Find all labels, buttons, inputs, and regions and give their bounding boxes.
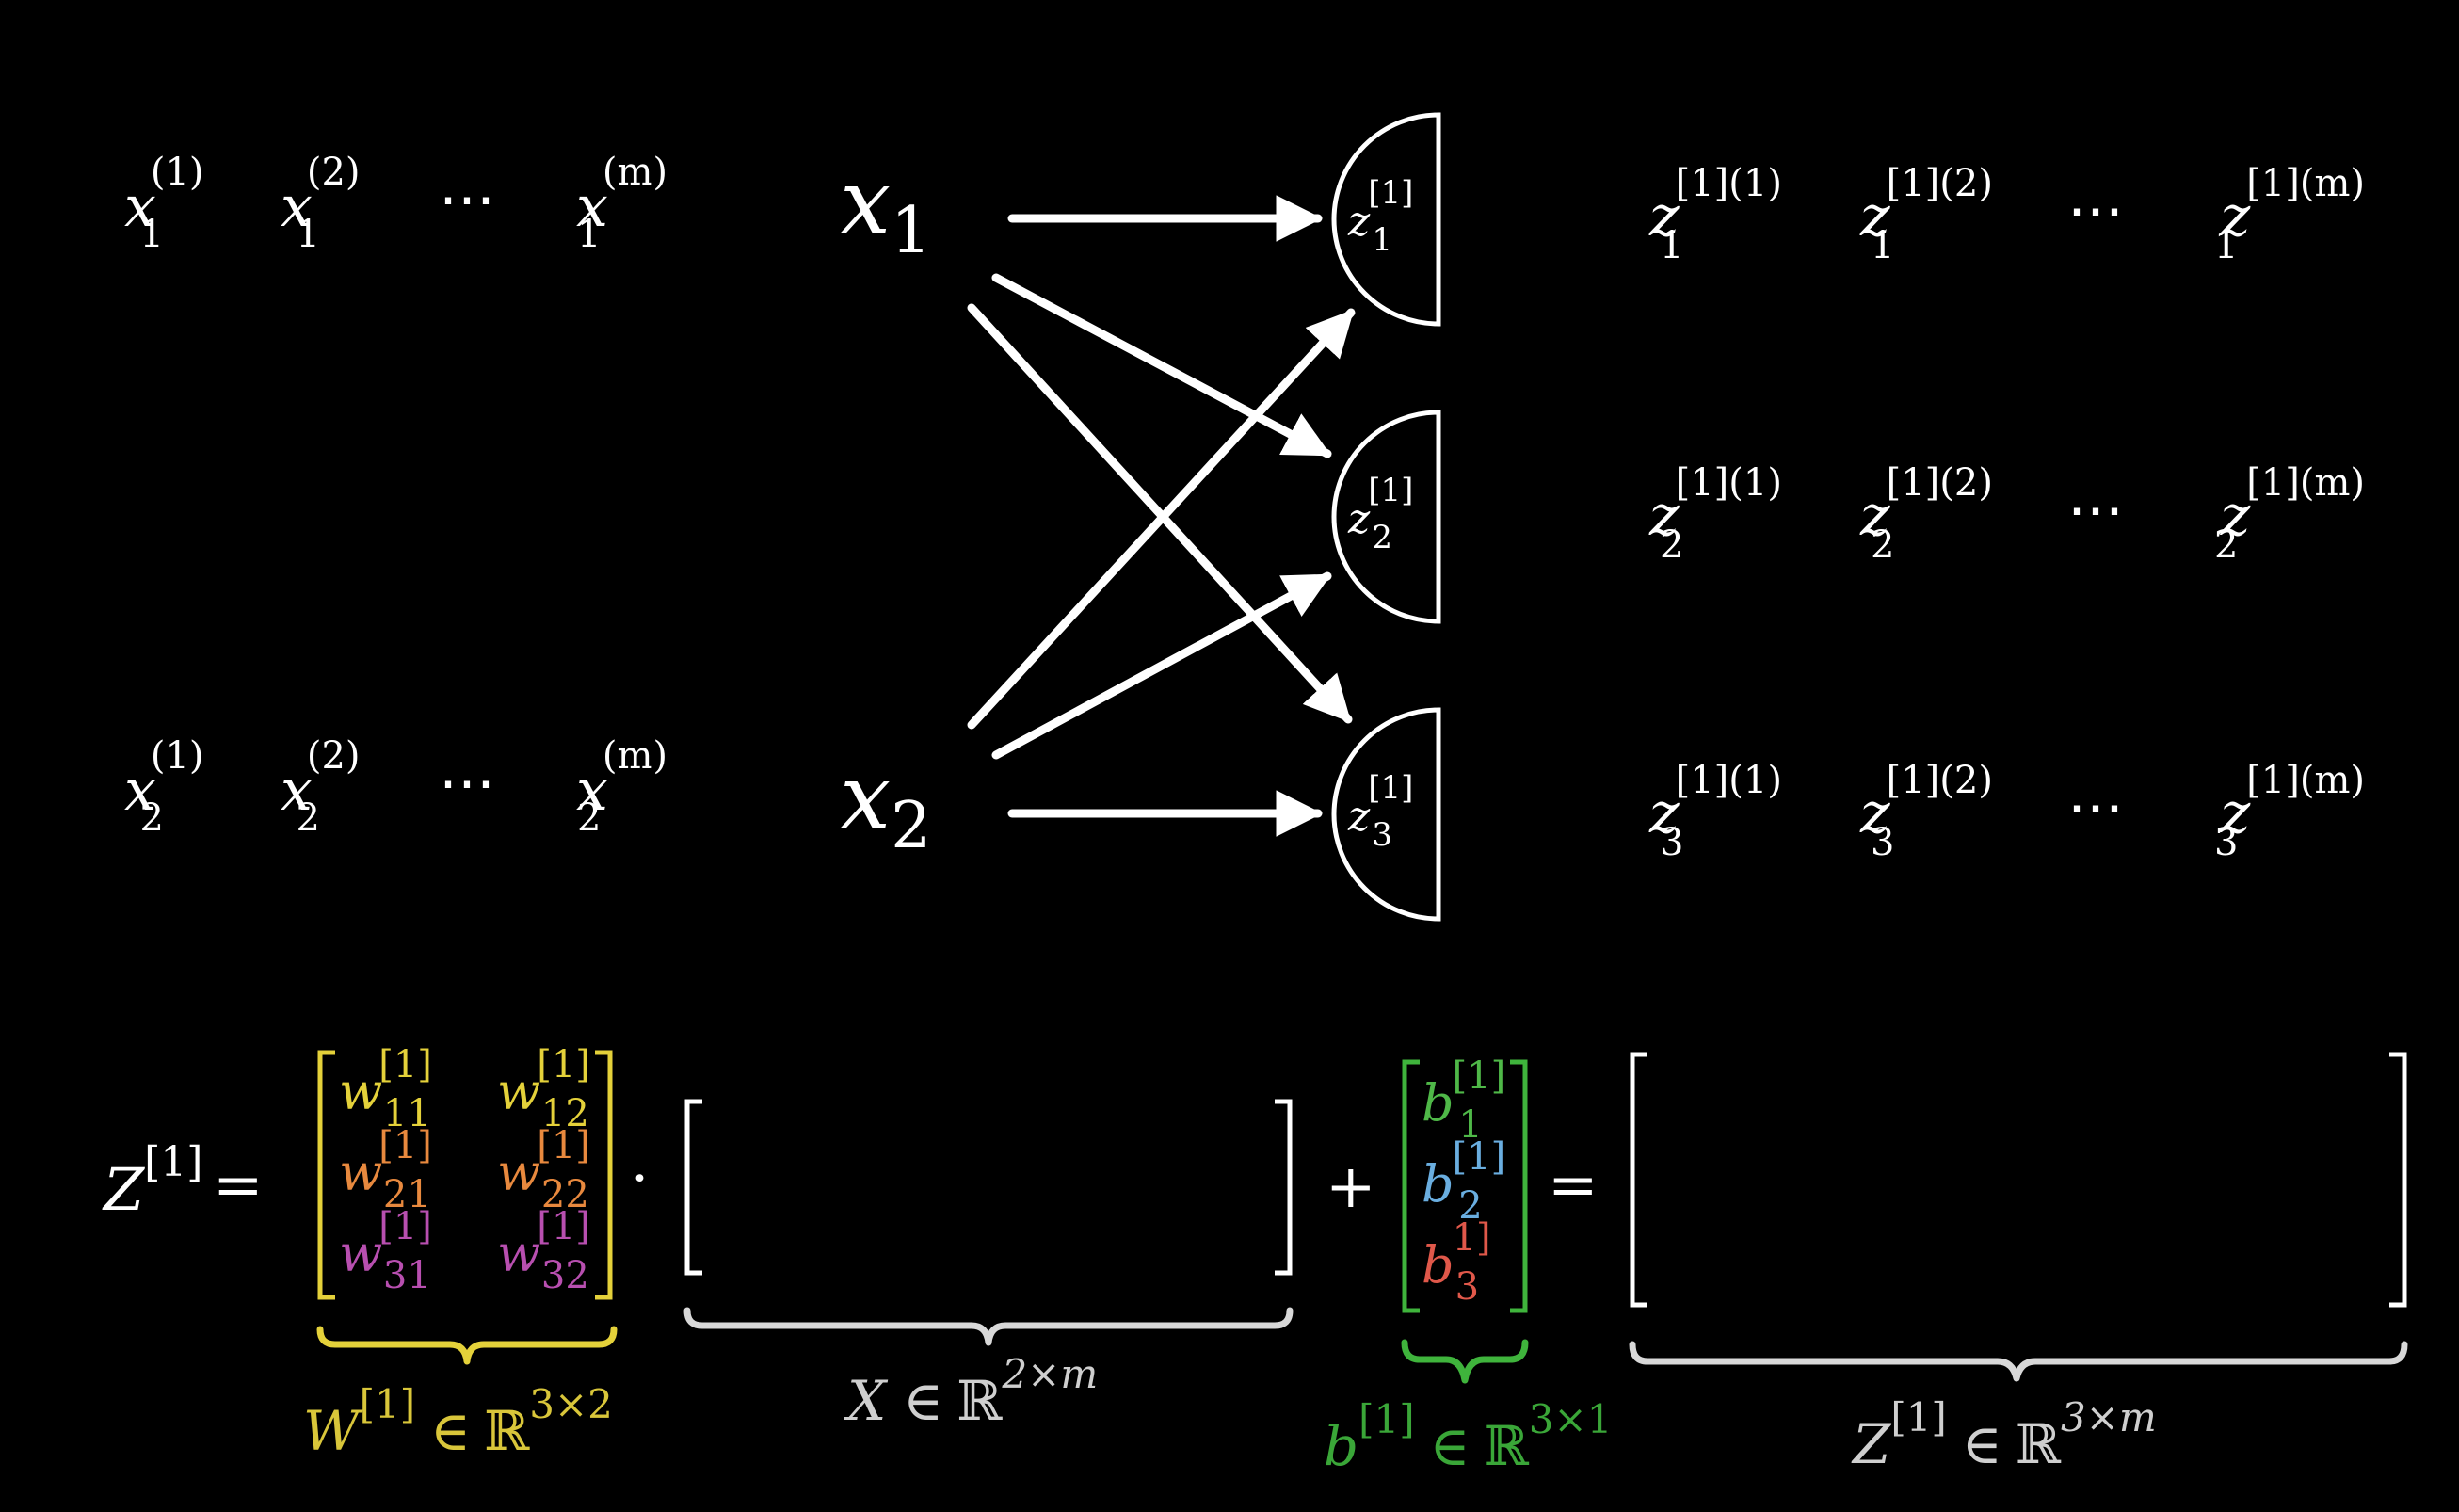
W-entry-11: w[1] 11 — [339, 1043, 432, 1135]
z-row3-sample-1: z[1](1) 3 — [1648, 759, 1782, 864]
b-entry-1: b[1] 1 — [1422, 1054, 1505, 1147]
W-entry-21: w[1] 21 — [339, 1124, 432, 1216]
z-row1-ellipsis: ⋯ — [2067, 178, 2124, 244]
z-row3-sample-2: z[1](2) 3 — [1859, 759, 1993, 864]
neuron-label-1: z[1] 1 — [1347, 174, 1413, 259]
W-entry-31: w[1] 31 — [339, 1205, 432, 1297]
x2-sample-1: x(1) 2 — [124, 734, 204, 840]
equation-plus: + — [1326, 1152, 1376, 1222]
X-dimension-label: X ∈ ℝ2×m — [844, 1351, 1098, 1433]
Z-underbrace — [1629, 1341, 2408, 1382]
W-matrix-brackets — [317, 1050, 613, 1300]
z-row1-sample-m: z[1](m) 1 — [2214, 162, 2365, 267]
b-underbrace — [1401, 1339, 1529, 1384]
X-matrix-brackets — [684, 1099, 1293, 1276]
neuron-shape-1 — [1331, 112, 1441, 327]
b-entry-2: b[1] 2 — [1422, 1135, 1505, 1228]
z-row2-ellipsis: ⋯ — [2067, 477, 2124, 543]
neuron-label-3: z[1] 3 — [1347, 769, 1413, 854]
x1-sample-ellipsis: ⋯ — [439, 167, 495, 233]
x2-sample-m: x(m) 2 — [576, 734, 667, 840]
z-row3-ellipsis: ⋯ — [2067, 775, 2124, 841]
neuron-shape-2 — [1331, 410, 1441, 624]
W-entry-12: w[1] 12 — [497, 1043, 590, 1135]
z-row2-sample-m: z[1](m) 2 — [2214, 461, 2365, 567]
z-row1-sample-2: z[1](2) 1 — [1859, 162, 1993, 267]
equation-lhs: Z[1] — [102, 1138, 202, 1224]
matrix-equation: Z[1] = w[1] 11 w[1] 12 w[1] 21 w[1] 22 w[1] 3… — [102, 1043, 2408, 1478]
x1-sample-1: x(1) 1 — [124, 151, 204, 256]
equation-equals-1: = — [213, 1150, 264, 1220]
x1-sample-2: x(2) 1 — [281, 151, 361, 256]
W-entry-22: w[1] 22 — [497, 1124, 590, 1216]
x2-sample-ellipsis: ⋯ — [439, 750, 495, 816]
X-underbrace — [683, 1307, 1294, 1346]
arrow-x1-to-z3 — [967, 303, 1353, 724]
z-row1-sample-1: z[1](1) 1 — [1648, 162, 1782, 267]
W-dimension-label: W[1] ∈ ℝ3×2 — [303, 1381, 613, 1463]
neuron-label-2: z[1] 2 — [1347, 472, 1413, 556]
z-row2-sample-2: z[1](2) 2 — [1859, 461, 1993, 567]
W-underbrace — [316, 1326, 618, 1365]
equation-equals-2: = — [1548, 1150, 1599, 1220]
underbraces — [316, 1307, 2408, 1384]
b-vector-brackets — [1402, 1059, 1528, 1313]
arrow-x1-to-z2 — [991, 273, 1332, 458]
Z-dimension-label: Z[1] ∈ ℝ3×m — [1851, 1394, 2157, 1476]
x1-sample-row: x(1) 1 x(2) 1 ⋯ x(m) 1 — [124, 151, 667, 256]
input-node-x2: x2 — [840, 745, 931, 863]
Z-matrix-brackets — [1630, 1052, 2407, 1308]
neuron-shape-3 — [1331, 707, 1441, 922]
x2-sample-row: x(1) 2 x(2) 2 ⋯ x(m) 2 — [124, 734, 667, 840]
connection-arrows — [967, 195, 1356, 837]
b-entry-3: b1] 3 — [1422, 1216, 1491, 1309]
b-dimension-label: b[1] ∈ ℝ3×1 — [1324, 1396, 1612, 1478]
input-node-x1: x1 — [840, 150, 931, 268]
arrow-x2-to-z1 — [967, 308, 1356, 730]
neuron-layer — [1331, 112, 1441, 922]
W-entry-32: w[1] 32 — [497, 1205, 590, 1297]
z-sample-grid: z[1](1) 1 z[1](2) 1 ⋯ z[1](m) 1 z[1](1) 2 z[… — [1648, 162, 2365, 864]
z-row2-sample-1: z[1](1) 2 — [1648, 461, 1782, 567]
z-row3-sample-m: z[1](m) 3 — [2214, 759, 2365, 864]
x2-sample-2: x(2) 2 — [281, 734, 361, 840]
arrow-x2-to-z2 — [991, 571, 1332, 760]
x1-sample-m: x(m) 1 — [576, 151, 667, 256]
equation-dot-operator: · — [631, 1146, 649, 1212]
